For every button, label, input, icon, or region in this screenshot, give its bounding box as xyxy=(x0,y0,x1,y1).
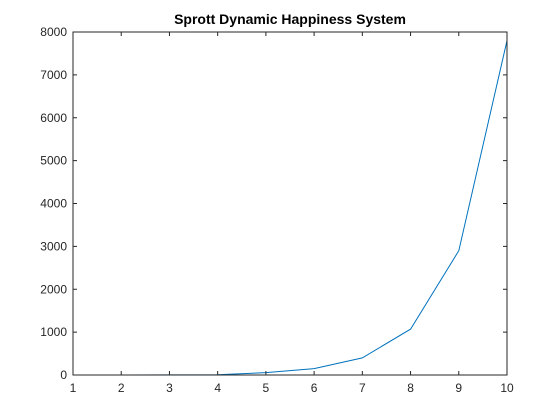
x-tick-label: 8 xyxy=(407,381,414,395)
x-tick-label: 9 xyxy=(455,381,462,395)
x-tick-label: 5 xyxy=(263,381,270,395)
y-tick-label: 3000 xyxy=(40,239,67,253)
y-tick-label: 6000 xyxy=(40,111,67,125)
x-tick-labels: 1 2 3 4 5 6 7 8 9 10 xyxy=(70,381,514,395)
plot-area xyxy=(73,32,507,375)
y-tick-label: 2000 xyxy=(40,282,67,296)
x-tick-label: 3 xyxy=(166,381,173,395)
y-tick-label: 4000 xyxy=(40,197,67,211)
x-tick-label: 10 xyxy=(500,381,514,395)
x-tick-label: 7 xyxy=(359,381,366,395)
y-tick-label: 7000 xyxy=(40,68,67,82)
y-tick-label: 8000 xyxy=(40,25,67,39)
x-tick-label: 4 xyxy=(214,381,221,395)
axes-layer xyxy=(72,31,508,376)
y-tick-label: 1000 xyxy=(40,325,67,339)
x-tick-label: 2 xyxy=(118,381,125,395)
y-tick-labels: 0 1000 2000 3000 4000 5000 6000 7000 8000 xyxy=(40,25,67,382)
y-tick-label: 0 xyxy=(60,368,67,382)
y-tick-label: 5000 xyxy=(40,154,67,168)
x-tick-label: 6 xyxy=(311,381,318,395)
chart-title: Sprott Dynamic Happiness System xyxy=(174,11,406,27)
x-tick-label: 1 xyxy=(70,381,77,395)
